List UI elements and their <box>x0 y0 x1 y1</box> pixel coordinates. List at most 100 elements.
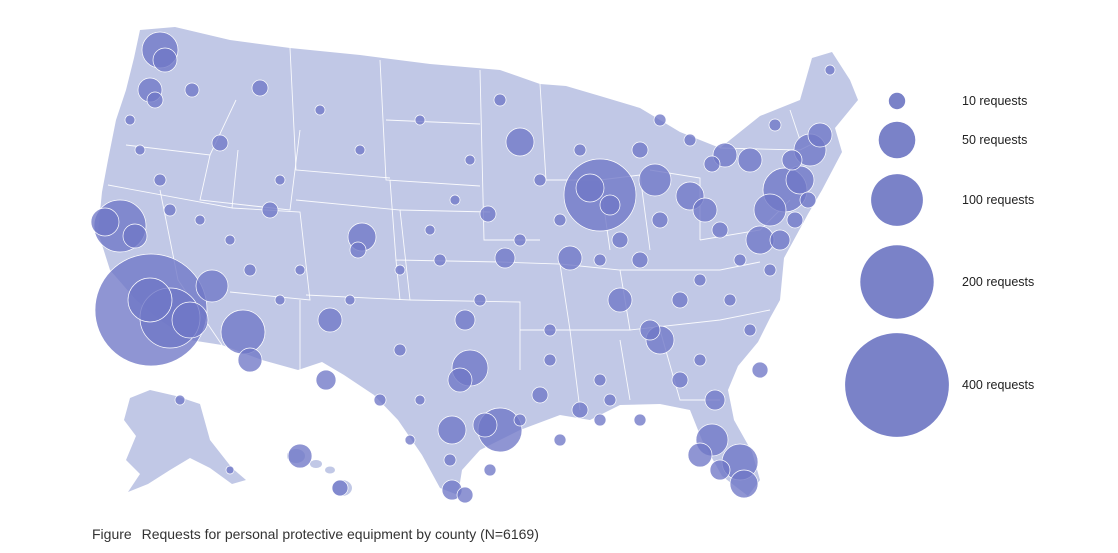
county-bubble <box>354 144 366 156</box>
county-bubble <box>124 114 136 126</box>
legend-label-50: 50 requests <box>962 133 1027 147</box>
legend-circle-400 <box>845 333 949 437</box>
county-bubble <box>737 147 763 173</box>
county-bubble <box>473 293 487 307</box>
county-bubble <box>553 213 567 227</box>
county-bubble <box>373 393 387 407</box>
county-bubble <box>557 245 583 271</box>
county-bubble <box>807 122 833 148</box>
county-bubble <box>639 319 661 341</box>
county-bubble <box>553 433 567 447</box>
figure-title: Requests for personal protective equipme… <box>141 526 539 542</box>
alaska-shape <box>124 390 246 492</box>
county-bubbles <box>90 31 836 504</box>
county-bubble <box>317 307 343 333</box>
county-bubble <box>314 104 326 116</box>
county-bubble <box>513 413 527 427</box>
county-bubble <box>704 389 726 411</box>
legend-label-400: 400 requests <box>962 378 1034 392</box>
county-bubble <box>769 229 791 251</box>
county-bubble <box>533 173 547 187</box>
county-bubble <box>743 323 757 337</box>
county-bubble <box>631 141 649 159</box>
county-bubble <box>505 127 535 157</box>
county-bubble <box>424 224 436 236</box>
county-bubble <box>683 133 697 147</box>
county-bubble <box>571 401 589 419</box>
county-bubble <box>274 174 286 186</box>
county-bubble <box>692 197 718 223</box>
county-bubble <box>414 394 426 406</box>
county-bubble <box>184 82 200 98</box>
county-bubble <box>243 263 257 277</box>
county-bubble <box>433 253 447 267</box>
county-bubble <box>513 233 527 247</box>
county-bubble <box>174 394 186 406</box>
county-bubble <box>393 343 407 357</box>
county-bubble <box>781 149 803 171</box>
legend-circle-50 <box>878 121 916 159</box>
county-bubble <box>483 463 497 477</box>
county-bubble <box>404 434 416 446</box>
county-bubble <box>494 247 516 269</box>
county-bubble <box>786 211 804 229</box>
county-bubble <box>709 459 731 481</box>
county-bubble <box>437 415 467 445</box>
county-bubble <box>472 412 498 438</box>
legend-label-200: 200 requests <box>962 275 1034 289</box>
county-bubble <box>134 144 146 156</box>
county-bubble <box>163 203 177 217</box>
county-bubble <box>824 64 836 76</box>
county-bubble <box>733 253 747 267</box>
county-bubble <box>294 264 306 276</box>
county-bubble <box>220 309 266 355</box>
county-bubble <box>753 193 787 227</box>
county-bubble <box>543 353 557 367</box>
county-bubble <box>479 205 497 223</box>
county-bubble <box>344 294 356 306</box>
county-bubble <box>638 163 672 197</box>
size-legend: 10 requests 50 requests 100 requests 200 re… <box>845 92 1034 437</box>
county-bubble <box>251 79 269 97</box>
county-bubble <box>671 371 689 389</box>
county-bubble <box>146 91 164 109</box>
figure-caption: Figure Requests for personal protective … <box>92 526 539 542</box>
county-bubble <box>711 221 729 239</box>
county-bubble <box>768 118 782 132</box>
county-bubble <box>763 263 777 277</box>
county-bubble <box>703 155 721 173</box>
county-bubble <box>194 214 206 226</box>
county-bubble <box>607 287 633 313</box>
county-bubble <box>237 347 263 373</box>
county-bubble <box>331 479 349 497</box>
legend-circle-100 <box>871 174 923 226</box>
county-bubble <box>153 173 167 187</box>
county-bubble <box>633 413 647 427</box>
county-bubble <box>729 469 759 499</box>
county-bubble <box>493 93 507 107</box>
legend-label-100: 100 requests <box>962 193 1034 207</box>
figure-label: Figure <box>92 526 132 542</box>
county-bubble <box>599 194 621 216</box>
county-bubble <box>394 264 406 276</box>
county-bubble <box>785 165 815 195</box>
legend-circle-10 <box>888 92 906 110</box>
county-bubble <box>315 369 337 391</box>
county-bubble <box>543 323 557 337</box>
county-bubble <box>603 393 617 407</box>
county-bubble <box>723 293 737 307</box>
county-bubble <box>531 386 549 404</box>
county-bubble <box>751 361 769 379</box>
county-bubble <box>287 443 313 469</box>
county-bubble <box>349 241 367 259</box>
legend-label-10: 10 requests <box>962 94 1027 108</box>
county-bubble <box>127 277 173 323</box>
county-bubble <box>573 143 587 157</box>
county-bubble <box>225 465 235 475</box>
county-bubble <box>414 114 426 126</box>
legend-circle-200 <box>860 245 934 319</box>
county-bubble <box>671 291 689 309</box>
county-bubble <box>195 269 229 303</box>
county-bubble <box>171 301 209 339</box>
